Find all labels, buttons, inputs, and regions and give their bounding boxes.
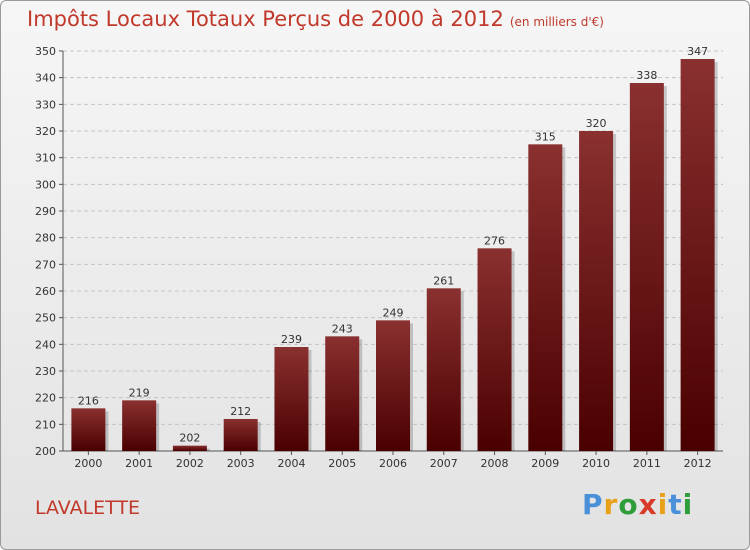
bar-2011 xyxy=(629,83,664,451)
data-labels: 216 219 202 212 239 243 249 261 276 315 320 338 347 xyxy=(78,45,708,445)
x-tick-label: 2010 xyxy=(582,457,610,470)
y-tick-label: 340 xyxy=(35,72,56,85)
x-tick-label: 2007 xyxy=(430,457,458,470)
bar-2006 xyxy=(376,320,410,451)
data-label: 315 xyxy=(535,130,556,143)
bar-2008 xyxy=(477,248,512,451)
x-tick-label: 2000 xyxy=(74,457,102,470)
logo-letter: o xyxy=(618,488,639,521)
y-tick-label: 200 xyxy=(35,445,56,458)
x-tick-label: 2005 xyxy=(328,457,356,470)
bars xyxy=(71,59,718,452)
data-label: 249 xyxy=(383,306,404,319)
y-tick-label: 280 xyxy=(35,232,56,245)
proxiti-logo: Proxiti xyxy=(582,488,693,521)
data-label: 243 xyxy=(332,322,353,335)
y-tick-label: 290 xyxy=(35,205,56,218)
x-tick-label: 2012 xyxy=(684,457,712,470)
place-name: LAVALETTE xyxy=(35,497,141,519)
y-tick-label: 310 xyxy=(35,152,56,165)
logo-letter: t xyxy=(668,488,683,521)
data-label: 320 xyxy=(586,117,607,130)
y-tick-label: 260 xyxy=(35,285,56,298)
y-tick-label: 240 xyxy=(35,338,56,351)
y-tick-label: 210 xyxy=(35,418,56,431)
bar-2012 xyxy=(680,59,715,451)
bar-2005 xyxy=(325,336,360,451)
bar-2001 xyxy=(122,400,157,451)
data-label: 212 xyxy=(230,405,251,418)
chart-unit: (en milliers d'€) xyxy=(509,15,604,29)
y-tick-label: 270 xyxy=(35,258,56,271)
bar-2004 xyxy=(274,347,309,451)
x-tick-label: 2011 xyxy=(633,457,661,470)
logo-letter: i xyxy=(682,488,694,521)
y-tick-label: 330 xyxy=(35,98,56,111)
y-tick-label: 350 xyxy=(35,45,56,58)
chart-title: Impôts Locaux Totaux Perçus de 2000 à 20… xyxy=(27,7,604,31)
data-label: 202 xyxy=(179,432,200,445)
data-label: 216 xyxy=(78,394,99,407)
y-tick-label: 300 xyxy=(35,178,56,191)
bar-2000 xyxy=(71,408,106,451)
y-tick-label: 220 xyxy=(35,392,56,405)
data-label: 347 xyxy=(687,45,708,58)
x-tick-label: 2002 xyxy=(176,457,204,470)
bar-2009 xyxy=(528,144,563,452)
x-tick-label: 2003 xyxy=(227,457,255,470)
data-label: 219 xyxy=(129,386,150,399)
data-label: 276 xyxy=(484,234,505,247)
logo-letter: r xyxy=(603,488,619,521)
bar-2010 xyxy=(579,131,614,451)
bar-2003 xyxy=(223,419,258,451)
x-tick-label: 2006 xyxy=(379,457,407,470)
x-tick-label: 2008 xyxy=(481,457,509,470)
bar-2002 xyxy=(172,445,207,451)
logo-letter: P xyxy=(582,488,604,521)
data-label: 261 xyxy=(433,274,454,287)
y-tick-label: 320 xyxy=(35,125,56,138)
x-tick-label: 2004 xyxy=(277,457,305,470)
chart-title-text: Impôts Locaux Totaux Perçus de 2000 à 20… xyxy=(27,7,504,31)
axes: 200 210 220 230 240 250 260 270 280 290 300 310 320 3… xyxy=(35,45,723,470)
bar-2007 xyxy=(426,288,461,451)
logo-letter: i xyxy=(657,488,669,521)
x-tick-label: 2009 xyxy=(531,457,559,470)
data-label: 239 xyxy=(281,333,302,346)
logo-letter: x xyxy=(638,488,658,521)
x-tick-label: 2001 xyxy=(125,457,153,470)
y-tick-label: 230 xyxy=(35,365,56,378)
y-tick-label: 250 xyxy=(35,312,56,325)
data-label: 338 xyxy=(636,69,657,82)
